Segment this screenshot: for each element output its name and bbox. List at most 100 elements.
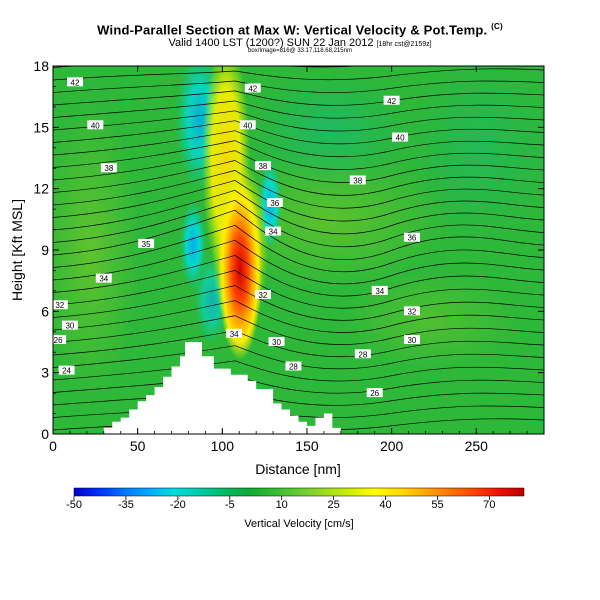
contour-label-box — [244, 83, 261, 93]
y-tick-label: 9 — [41, 242, 49, 258]
colorbar-tick-label: 55 — [431, 499, 443, 511]
chart-title-text: Wind-Parallel Section at Max W: Vertical… — [97, 22, 488, 38]
isentrope-line — [53, 100, 544, 119]
contour-label: 40 — [396, 134, 405, 143]
y-tick-label: 15 — [33, 119, 49, 135]
contour-label-box — [87, 120, 104, 130]
field-patch — [250, 70, 410, 190]
isentrope-line — [53, 239, 544, 285]
contour-label: 42 — [248, 84, 257, 93]
contour-labels: 4240383534323026244240383634323430284240… — [53, 77, 420, 398]
y-axis-label: Height [Kft MSL] — [9, 199, 25, 301]
isentrope-line — [53, 255, 544, 297]
chart-subtitle-2: box/Image=816@ 33.17,118.68,215nm — [248, 48, 352, 54]
y-tick-label: 3 — [41, 365, 49, 381]
contour-label-box — [268, 337, 285, 346]
contour-label: 30 — [65, 322, 74, 331]
colorbar-tick-label: 25 — [327, 499, 339, 511]
contour-label-box — [366, 388, 383, 398]
x-tick-label: 100 — [211, 438, 235, 454]
updraft-core — [218, 180, 262, 360]
contour-label: 32 — [55, 301, 64, 310]
colorbar-label: Vertical Velocity [cm/s] — [244, 518, 353, 530]
contour-label: 30 — [272, 338, 281, 347]
contour-label-box — [67, 77, 84, 87]
y-tick-label: 6 — [41, 303, 49, 319]
x-tick-label: 150 — [295, 438, 319, 454]
contour-label: 30 — [407, 336, 416, 345]
isentrope-line — [53, 315, 544, 345]
y-tick-label: 0 — [41, 426, 49, 442]
contour-label: 26 — [54, 336, 63, 345]
colorbar-tick-label: -5 — [225, 499, 235, 511]
contour-label: 40 — [243, 121, 252, 130]
contour-label: 34 — [99, 275, 108, 284]
contour-label: 40 — [91, 121, 100, 130]
contour-label-box — [58, 365, 75, 375]
contour-label: 34 — [269, 228, 278, 237]
contour-label-box — [285, 361, 302, 371]
x-axis-label: Distance [nm] — [255, 461, 341, 477]
contour-label-box — [403, 232, 420, 242]
x-axis-ticks: 0 50 100 150 200 250 — [49, 66, 545, 454]
colorbar-tick-label: -50 — [66, 499, 82, 511]
colorbar-tick-label: -35 — [118, 499, 134, 511]
contour-label-box — [266, 197, 283, 207]
isentrope-line — [53, 360, 544, 382]
contour-label-box — [354, 349, 371, 359]
contour-label: 38 — [258, 162, 267, 171]
contour-label: 28 — [289, 363, 298, 372]
contour-label: 42 — [387, 97, 396, 106]
y-tick-label: 12 — [33, 181, 49, 197]
isentrope-line — [53, 160, 544, 196]
contour-label: 42 — [71, 78, 80, 87]
colorbar: -50 -35 -20 -5 10 25 40 55 70 Vertical Velocity … — [66, 487, 525, 530]
contour-label: 36 — [407, 234, 416, 243]
isentrope-line — [53, 224, 544, 273]
chart-subtitle: Valid 1400 LST (1200?) SUN 22 Jan 2012 [… — [0, 37, 600, 49]
y-tick-label: 18 — [33, 58, 49, 74]
isentrope-line — [53, 80, 544, 93]
contour-label-box — [53, 334, 67, 344]
contour-label-box — [100, 163, 117, 173]
contour-label: 34 — [375, 287, 384, 296]
colorbar-strip — [73, 487, 525, 497]
isentrope-contours — [53, 66, 544, 431]
contour-label: 26 — [370, 389, 379, 398]
isentrope-line — [53, 375, 544, 394]
contour-label: 36 — [270, 199, 279, 208]
contour-label-box — [383, 95, 400, 105]
contour-label: 32 — [407, 307, 416, 316]
subtitle-main: Valid 1400 LST (1200?) SUN 22 Jan 2012 — [168, 37, 374, 49]
isentrope-line — [53, 189, 544, 235]
isentrope-line — [53, 209, 544, 261]
contour-label-box — [53, 300, 68, 310]
contour-label: 32 — [258, 291, 267, 300]
title-mark: (C) — [491, 22, 503, 31]
contour-label-box — [403, 334, 420, 344]
contour-label: 38 — [104, 164, 113, 173]
contour-label-box — [403, 306, 420, 316]
isentrope-line — [53, 330, 544, 358]
isentrope-line — [53, 90, 544, 106]
contour-label: 35 — [142, 240, 151, 249]
contour-label-box — [265, 226, 282, 236]
contour-label: 28 — [358, 350, 367, 359]
contour-label-box — [392, 132, 409, 142]
isentrope-line — [53, 285, 544, 321]
contour-label-box — [371, 285, 388, 295]
subtitle-tail: [18hr cst@2159z] — [376, 41, 432, 48]
isentrope-line — [53, 150, 544, 183]
isentrope-line — [53, 170, 544, 209]
colorbar-ticks: -50 -35 -20 -5 10 25 40 55 70 — [66, 496, 496, 511]
colorbar-tick-label: 70 — [483, 499, 495, 511]
colorbar-tick-label: -20 — [170, 499, 186, 511]
contour-label-box — [254, 289, 271, 299]
terrain-mask — [53, 342, 544, 434]
field-patch — [410, 66, 544, 240]
colorbar-tick-label: 10 — [276, 499, 288, 511]
contour-label-box — [61, 320, 78, 330]
isentrope-line — [53, 130, 544, 158]
